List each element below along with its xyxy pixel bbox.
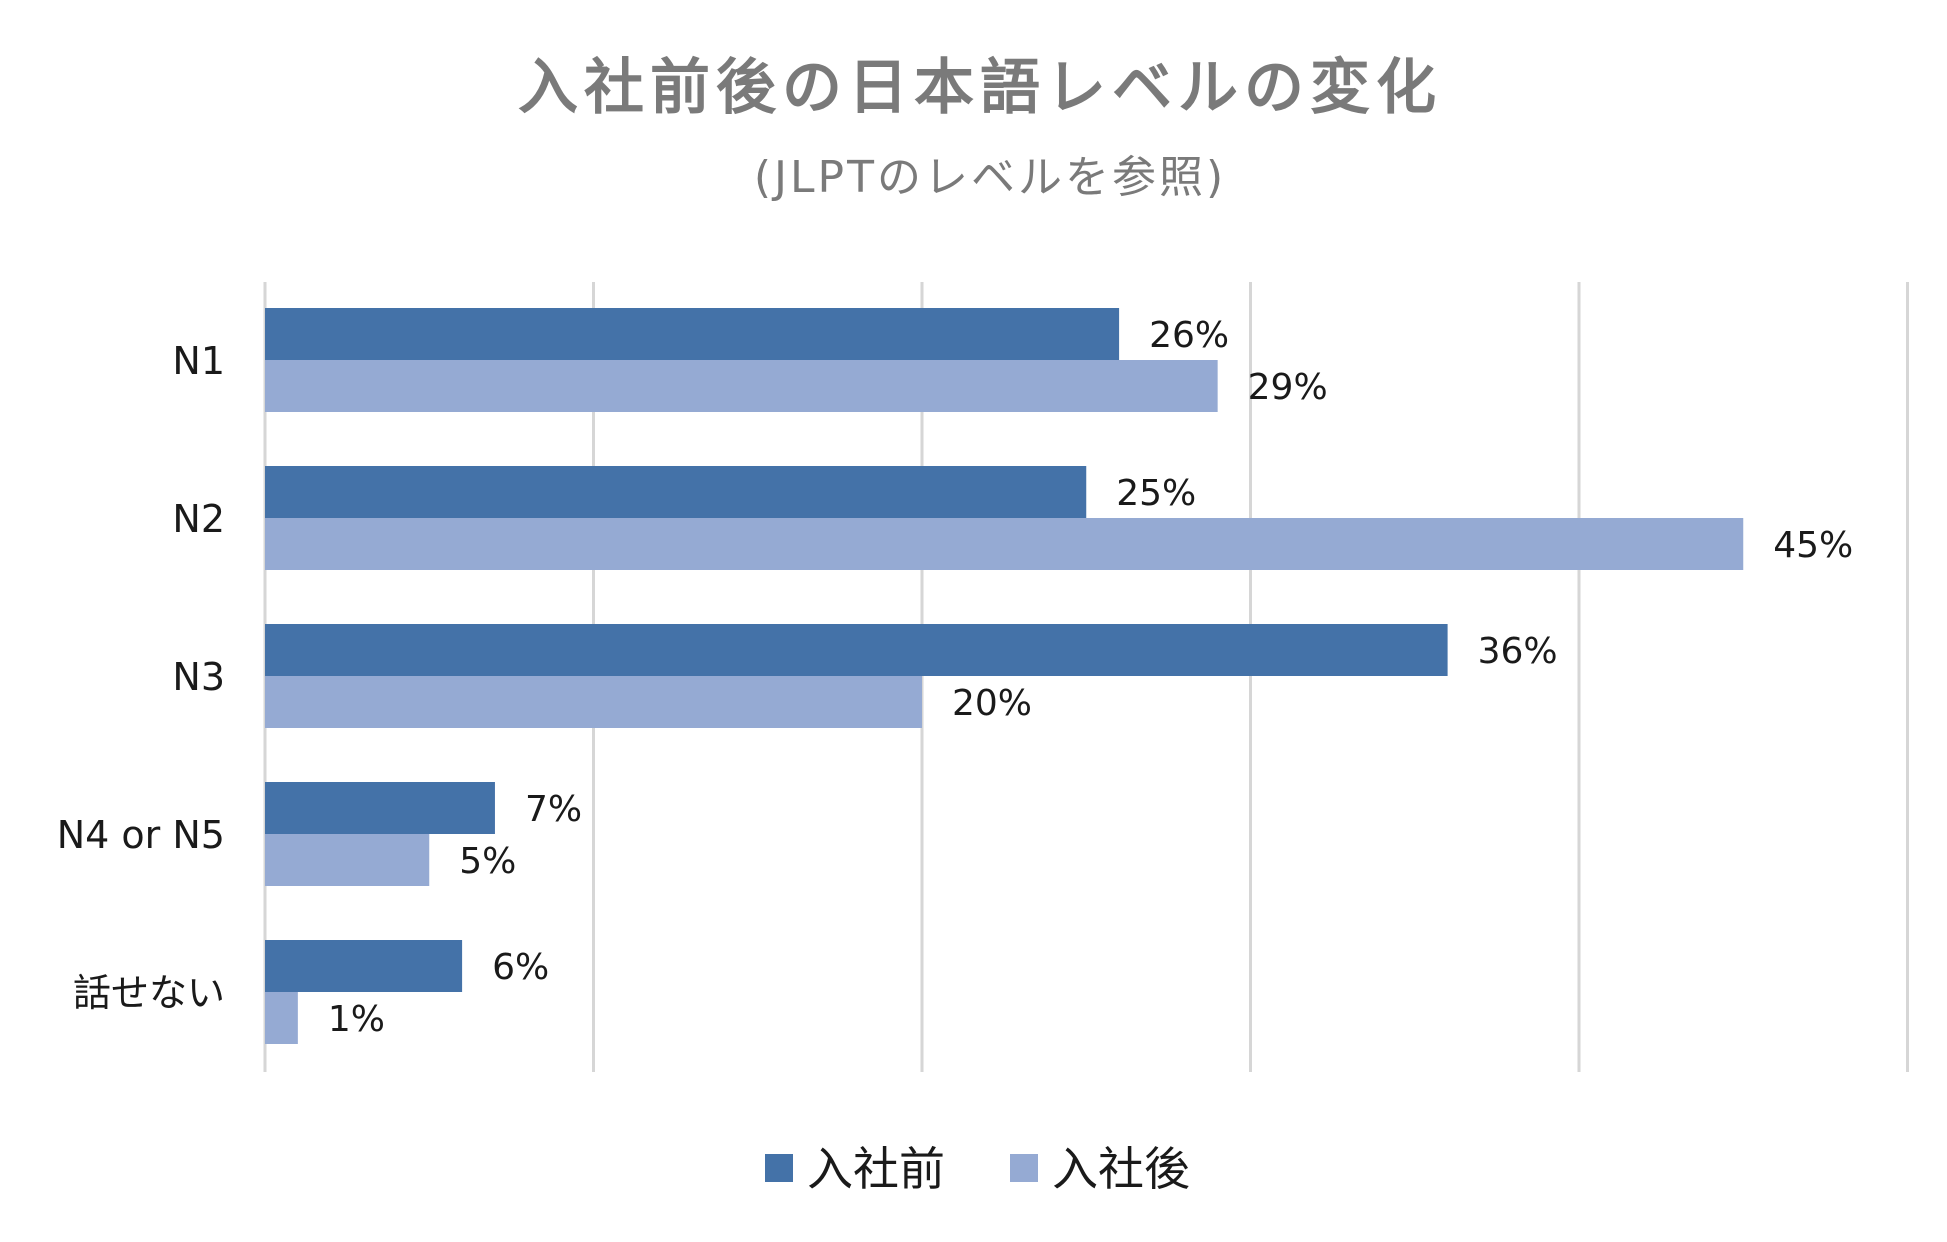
legend-swatch — [765, 1154, 793, 1182]
plot-area: N1 26% 29% N2 25% 45% N3 36% 20% N4 or N5 7%5% 話せない… — [57, 308, 1853, 1044]
bar — [265, 782, 495, 834]
data-label: 29% — [1248, 367, 1328, 408]
category-label: N2 — [172, 497, 225, 541]
category-label: N1 — [172, 339, 225, 383]
bar — [265, 466, 1087, 518]
data-label: 1% — [328, 999, 385, 1040]
data-label: 7% — [525, 789, 582, 830]
data-label: 36% — [1478, 631, 1558, 672]
data-label: 20% — [952, 683, 1032, 724]
legend-label: 入社前 — [807, 1142, 945, 1196]
legend-label: 入社後 — [1052, 1142, 1190, 1196]
bar — [265, 624, 1448, 676]
bar — [265, 360, 1218, 412]
data-label: 25% — [1116, 473, 1196, 514]
bar — [265, 992, 298, 1044]
data-label: 45% — [1773, 525, 1853, 566]
bar — [265, 308, 1120, 360]
bar — [265, 676, 922, 728]
chart-subtitle: (JLPTのレベルを参照) — [754, 152, 1226, 203]
data-label: 6% — [492, 947, 549, 988]
data-label: 5% — [459, 841, 516, 882]
bar — [265, 834, 430, 886]
legend-swatch — [1010, 1154, 1038, 1182]
bar — [265, 940, 463, 992]
legend: 入社前 入社後 — [765, 1142, 1190, 1196]
bar — [265, 518, 1744, 570]
data-label: 26% — [1149, 315, 1229, 356]
category-label: N3 — [172, 655, 225, 699]
category-label: 話せない — [73, 971, 225, 1015]
chart-title: 入社前後の日本語レベルの変化 — [518, 53, 1442, 123]
category-label: N4 or N5 — [57, 813, 225, 857]
